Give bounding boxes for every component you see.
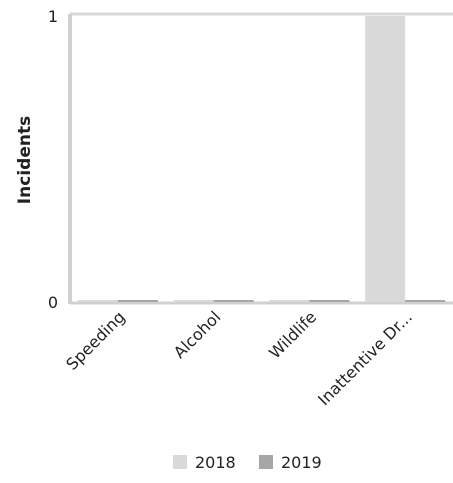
- bar-2018-4: [365, 16, 406, 302]
- y-ticks: 01: [48, 7, 58, 312]
- legend-swatch-2019: [259, 455, 273, 469]
- y-tick-label: 0: [48, 293, 58, 312]
- bars: [77, 16, 446, 302]
- y-axis-label: Incidents: [15, 116, 35, 204]
- bar-2018-2: [173, 300, 214, 302]
- bar-2018-3: [269, 300, 310, 302]
- bar-2019-4: [405, 300, 446, 302]
- bar-2019-3: [309, 300, 350, 302]
- bar-2019-1: [117, 300, 158, 302]
- plot-frame: [68, 12, 453, 305]
- legend-swatch-2018: [173, 455, 187, 469]
- x-tick-label: Wildlife: [265, 307, 320, 362]
- bar-2019-2: [213, 300, 254, 302]
- y-tick-label: 1: [48, 7, 58, 26]
- legend-label-2018: 2018: [195, 453, 236, 472]
- x-tick-label: Alcohol: [170, 307, 225, 362]
- x-tick-label: Inattentive Dr...: [314, 307, 416, 409]
- x-tick-label: Speeding: [62, 307, 128, 373]
- bar-2018-1: [77, 300, 118, 302]
- legend: 2018 2019: [173, 453, 322, 472]
- legend-label-2019: 2019: [281, 453, 322, 472]
